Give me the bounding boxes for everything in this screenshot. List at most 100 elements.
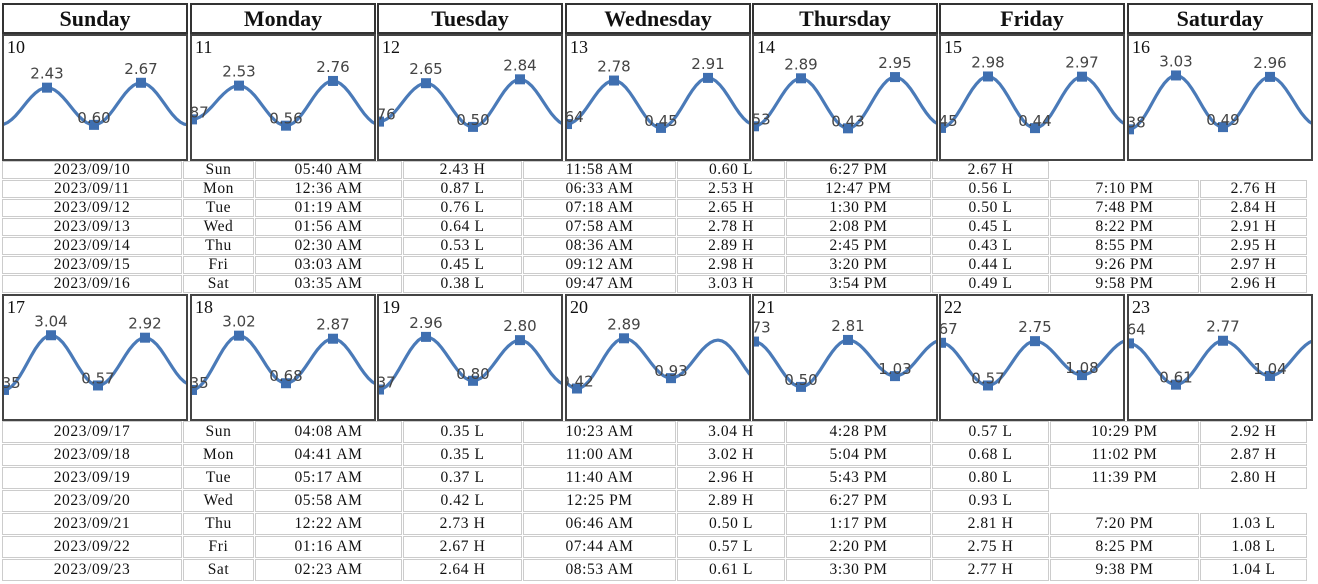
tide-table-cell: 05:58 AM bbox=[255, 490, 402, 512]
tide-height-label: 0.50 bbox=[456, 111, 489, 129]
tide-table-cell: 2023/09/14 bbox=[2, 237, 182, 255]
high-tide-marker bbox=[1171, 70, 1181, 81]
tide-chart: 0.37 2.96 0.80 2.80 bbox=[379, 314, 561, 395]
tide-table-cell: 0.64 L bbox=[403, 218, 522, 236]
tide-height-label: 2.81 bbox=[831, 317, 864, 335]
tide-table-cell: 0.35 L bbox=[403, 444, 522, 466]
tide-table-cell: 2.95 H bbox=[1200, 237, 1307, 255]
tide-table-cell: 2.97 H bbox=[1200, 256, 1307, 274]
tide-height-label: 2.67 bbox=[124, 60, 157, 78]
tide-height-label: 0.80 bbox=[456, 365, 489, 383]
tide-table-cell: 0.53 L bbox=[403, 237, 522, 255]
tide-day-cell: 11 0.87 2.53 0.56 2.76 bbox=[190, 34, 376, 161]
high-tide-marker bbox=[46, 330, 56, 341]
high-tide-marker bbox=[234, 80, 244, 91]
tide-table-cell: 2023/09/23 bbox=[2, 559, 182, 581]
tide-table-cell: 3:30 PM bbox=[786, 559, 931, 581]
tide-table-cell: 9:38 PM bbox=[1050, 559, 1199, 581]
tide-table-cell: 0.49 L bbox=[932, 275, 1049, 293]
tide-table-cell: 4:28 PM bbox=[786, 421, 931, 443]
tide-table-cell: 2.96 H bbox=[677, 467, 785, 489]
low-tide-marker bbox=[754, 121, 759, 132]
tide-height-label: 2.89 bbox=[784, 55, 817, 73]
tide-height-label: 0.38 bbox=[1129, 113, 1146, 131]
tide-table-cell: 2.67 H bbox=[403, 536, 522, 558]
high-tide-marker bbox=[983, 71, 993, 82]
day-number: 13 bbox=[570, 37, 588, 57]
tide-height-label: 1.08 bbox=[1065, 359, 1098, 377]
low-tide-marker bbox=[1171, 379, 1181, 390]
tide-height-label: 0.64 bbox=[567, 108, 584, 126]
tide-table-cell: 0.45 L bbox=[932, 218, 1049, 236]
tide-table-cell: Wed bbox=[183, 490, 254, 512]
tide-height-label: 2.64 bbox=[1129, 320, 1146, 338]
day-number: 16 bbox=[1132, 37, 1150, 57]
tide-table-cell: 2.53 H bbox=[677, 180, 785, 198]
tide-height-label: 2.95 bbox=[878, 54, 911, 72]
low-tide-marker bbox=[281, 120, 291, 131]
high-tide-marker bbox=[328, 333, 338, 344]
tide-chart: 2.64 0.61 2.77 1.04 bbox=[1129, 318, 1311, 390]
tide-table-cell: 2023/09/21 bbox=[2, 513, 182, 535]
tide-chart: 2.67 0.57 2.75 1.08 bbox=[941, 318, 1123, 391]
day-number: 23 bbox=[1132, 297, 1150, 317]
tide-height-label: 2.65 bbox=[409, 60, 442, 78]
tide-table-cell: 04:08 AM bbox=[255, 421, 402, 443]
tide-height-label: 0.44 bbox=[1018, 112, 1051, 130]
tide-height-label: 0.43 bbox=[831, 112, 864, 130]
tide-height-label: 0.35 bbox=[192, 374, 209, 392]
tide-height-label: 0.61 bbox=[1159, 369, 1192, 387]
tide-table-cell: 1.04 L bbox=[1200, 559, 1307, 581]
low-tide-marker bbox=[983, 380, 993, 391]
tide-day-cell: 18 0.35 3.02 0.68 2.87 bbox=[190, 294, 376, 421]
weekday-header-monday: Monday bbox=[190, 3, 376, 34]
tide-table-cell: 0.43 L bbox=[932, 237, 1049, 255]
tide-table-cell: Tue bbox=[183, 199, 254, 217]
tide-table-cell: 3.02 H bbox=[677, 444, 785, 466]
tide-table-cell: 11:02 PM bbox=[1050, 444, 1199, 466]
tide-table-cell: Sat bbox=[183, 559, 254, 581]
tide-height-label: 0.87 bbox=[192, 103, 209, 121]
tide-chart: 0.87 2.53 0.56 2.76 bbox=[192, 58, 374, 131]
tide-height-label: 0.49 bbox=[1206, 111, 1239, 129]
tide-height-label: 0.35 bbox=[4, 374, 21, 392]
tide-height-label: 0.50 bbox=[784, 371, 817, 389]
low-tide-marker bbox=[281, 378, 291, 389]
tide-table-cell: 2.78 H bbox=[677, 218, 785, 236]
tide-table-cell: 2:08 PM bbox=[786, 218, 931, 236]
tide-height-label: 2.76 bbox=[316, 58, 349, 76]
high-tide-marker bbox=[136, 77, 146, 88]
high-tide-marker bbox=[796, 73, 806, 84]
weekday-header-thursday: Thursday bbox=[752, 3, 938, 34]
weekday-header-wednesday: Wednesday bbox=[565, 3, 751, 34]
weekday-header-sunday: Sunday bbox=[2, 3, 188, 34]
tide-chart: 0.38 3.03 0.49 2.96 bbox=[1129, 52, 1311, 135]
high-tide-marker bbox=[42, 82, 52, 93]
tide-table-cell: Thu bbox=[183, 237, 254, 255]
tide-table-cell: 2.89 H bbox=[677, 490, 785, 512]
tide-day-cell: 15 0.45 2.98 0.44 2.97 bbox=[939, 34, 1125, 161]
tide-table-cell: 07:18 AM bbox=[523, 199, 676, 217]
tide-table-cell: 3:20 PM bbox=[786, 256, 931, 274]
weekday-header-saturday: Saturday bbox=[1127, 3, 1313, 34]
day-number: 18 bbox=[195, 297, 213, 317]
tide-height-label: 2.98 bbox=[971, 53, 1004, 71]
tide-table-cell: 0.80 L bbox=[932, 467, 1049, 489]
tide-height-label: 2.73 bbox=[754, 319, 771, 337]
tide-table-cell: Thu bbox=[183, 513, 254, 535]
high-tide-marker bbox=[421, 78, 431, 89]
tide-table-cell: 9:26 PM bbox=[1050, 256, 1199, 274]
tide-table-cell: 0.68 L bbox=[932, 444, 1049, 466]
tide-table-cell: 11:40 AM bbox=[523, 467, 676, 489]
low-tide-marker bbox=[656, 122, 666, 133]
tide-curve bbox=[567, 336, 749, 391]
low-tide-marker bbox=[1129, 124, 1134, 135]
low-tide-marker bbox=[1265, 370, 1275, 381]
tide-height-label: 0.53 bbox=[754, 110, 771, 128]
tide-height-label: 0.45 bbox=[644, 112, 677, 130]
day-number: 21 bbox=[757, 297, 775, 317]
tide-height-label: 0.76 bbox=[379, 106, 396, 124]
tide-table-cell: 2023/09/15 bbox=[2, 256, 182, 274]
day-number: 10 bbox=[7, 37, 25, 57]
tide-height-label: 3.03 bbox=[1159, 52, 1192, 70]
